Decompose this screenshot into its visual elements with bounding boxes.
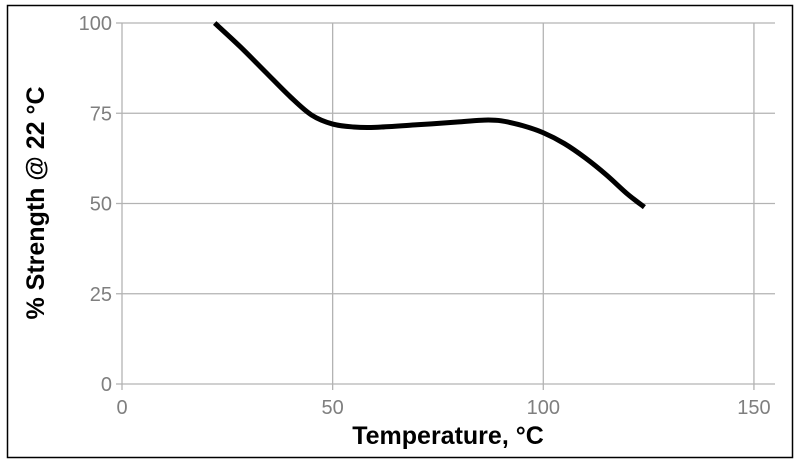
y-tick-label: 50	[90, 194, 112, 216]
tick-labels: 0 25 50 75 100 0 50 100 150	[79, 13, 771, 419]
y-tick-label: 100	[79, 13, 112, 35]
x-tick-label: 0	[116, 397, 127, 419]
y-axis-label: % Strength @ 22 °C	[22, 86, 50, 319]
y-tick-label: 75	[90, 103, 112, 125]
y-tick-label: 25	[90, 284, 112, 306]
series-line	[212, 21, 646, 210]
x-tick-label: 50	[322, 397, 344, 419]
gridlines	[116, 22, 775, 390]
y-tick-label: 0	[101, 374, 112, 396]
x-tick-label: 100	[527, 397, 560, 419]
x-axis-label: Temperature, °C	[352, 422, 544, 450]
chart-border	[6, 4, 794, 459]
series-lines	[212, 21, 646, 210]
x-tick-label: 150	[737, 397, 770, 419]
